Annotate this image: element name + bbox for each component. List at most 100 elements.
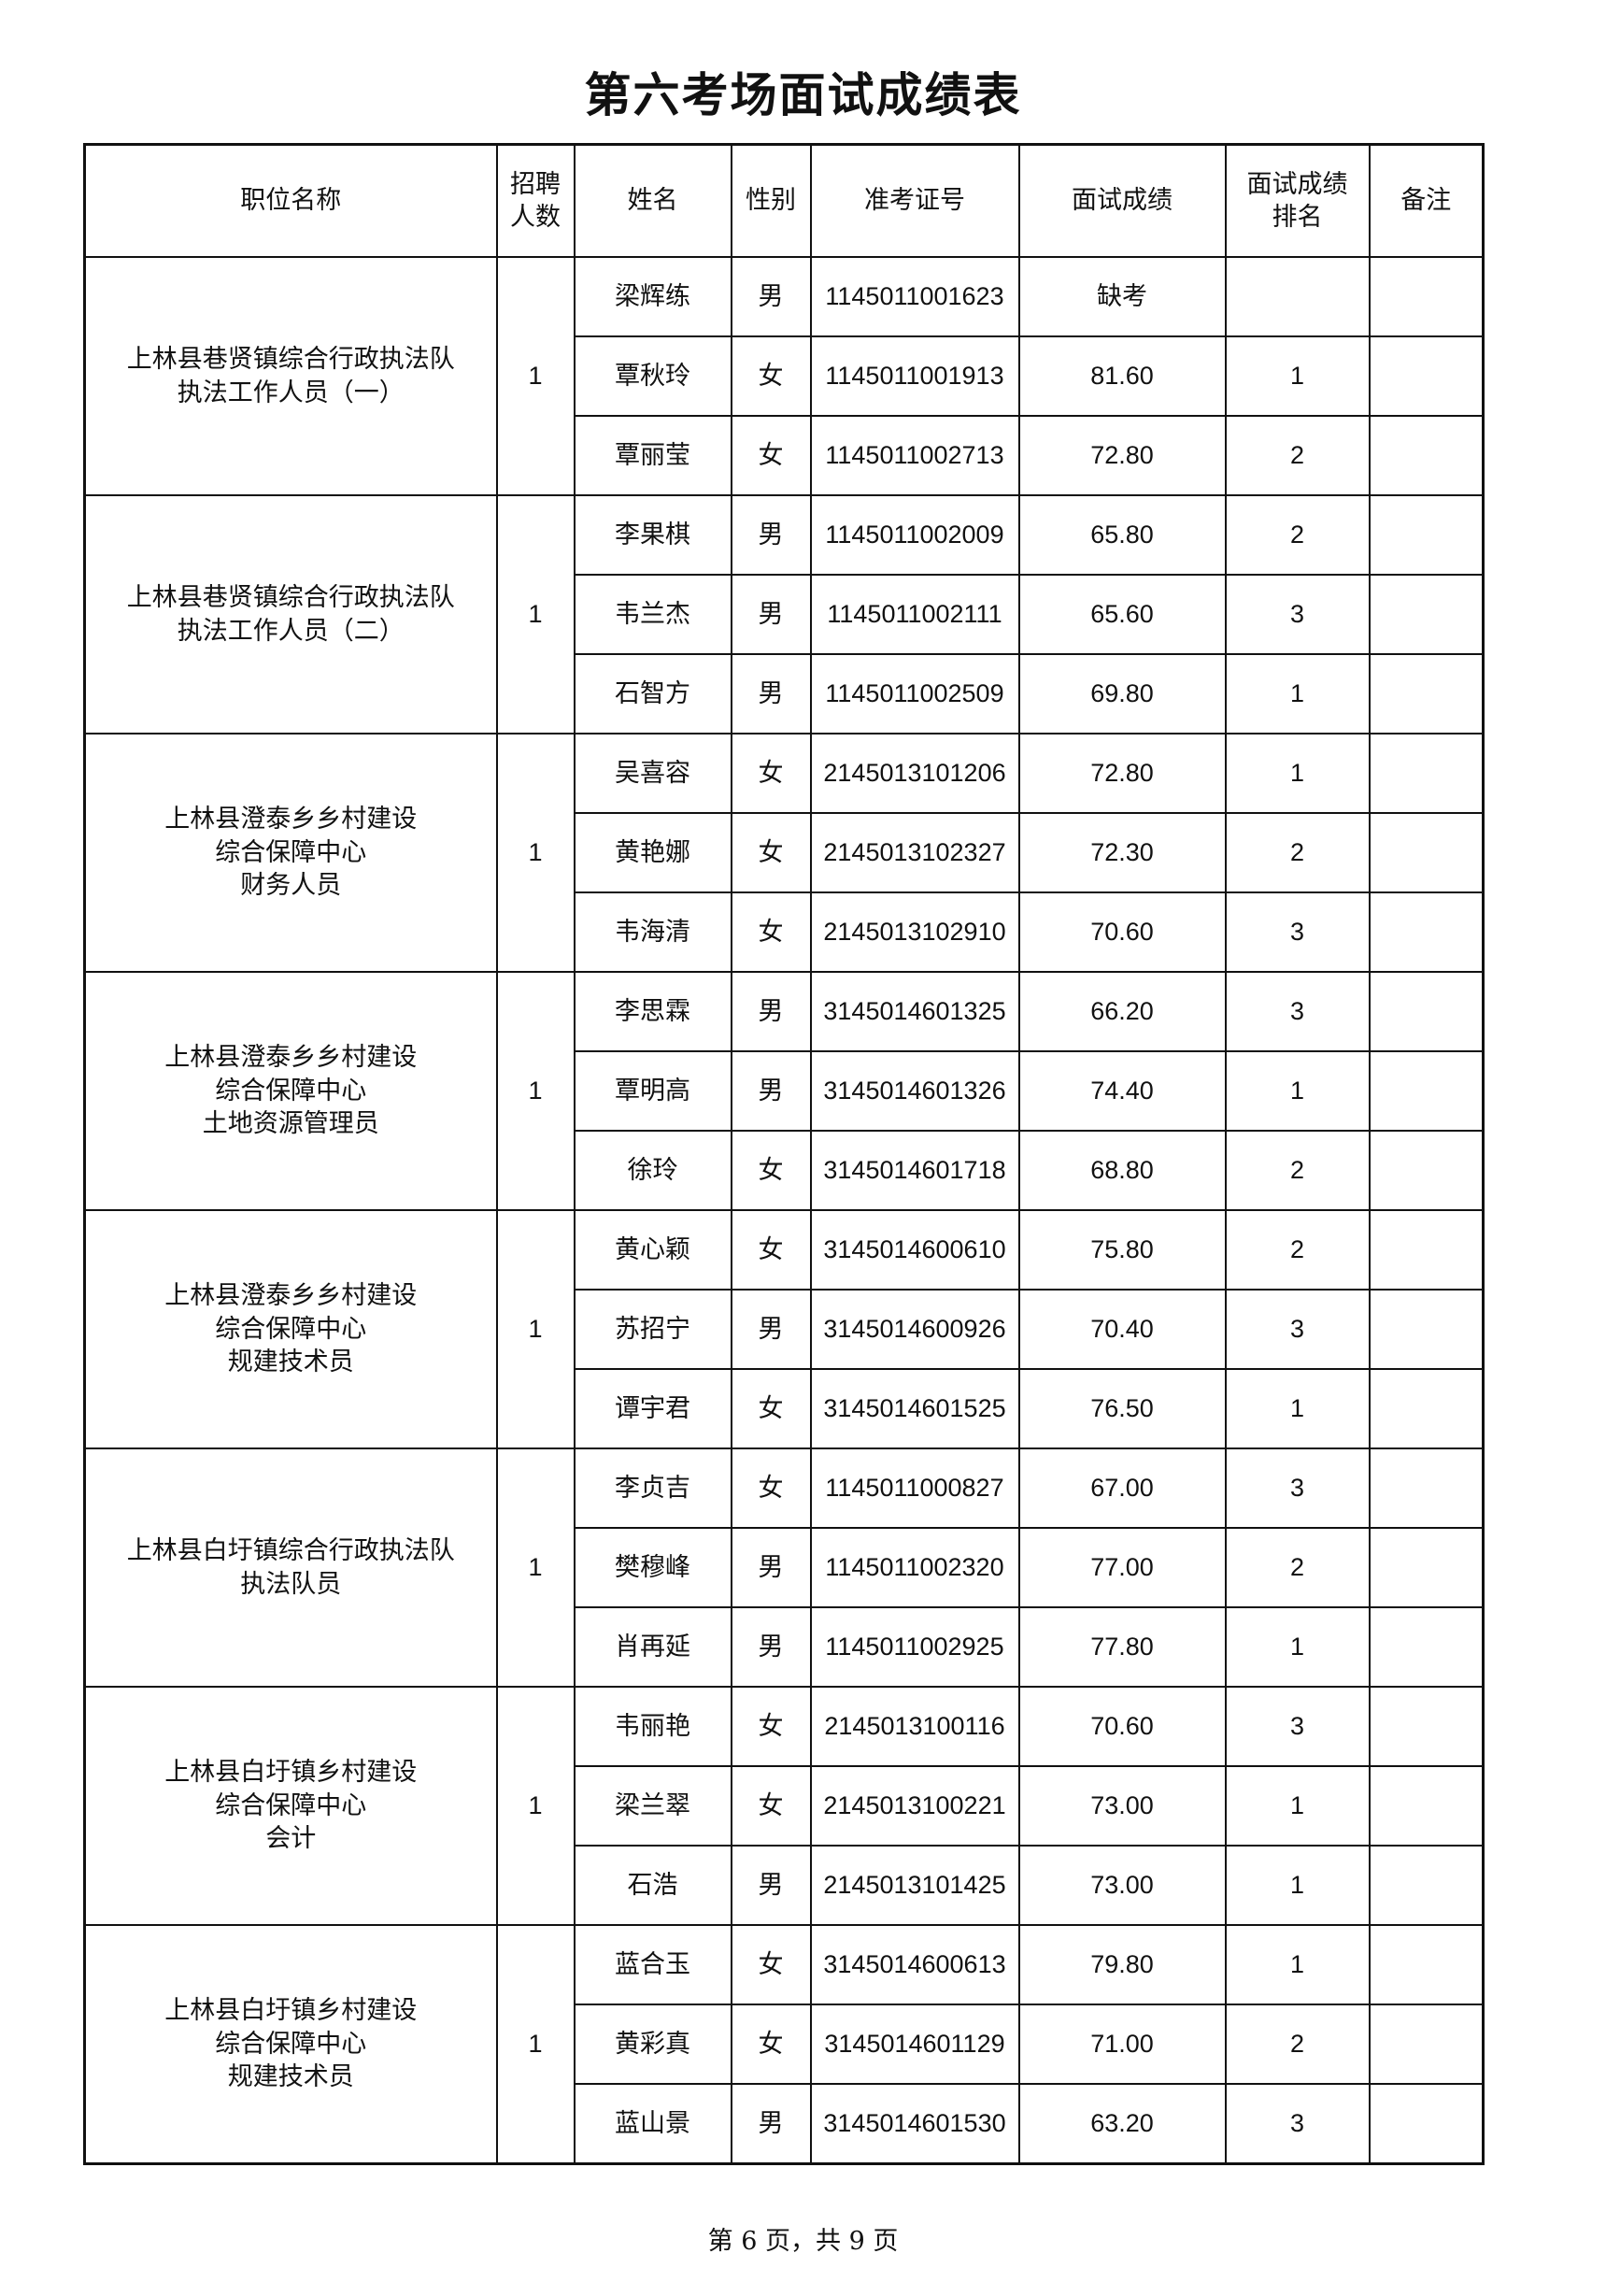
exam-id-cell: 1145011000827 — [809, 1447, 1020, 1529]
quota-cell: 1 — [495, 971, 576, 1211]
name-cell: 覃秋玲 — [573, 335, 732, 417]
gender-cell: 男 — [730, 494, 812, 576]
note-cell — [1368, 335, 1485, 417]
note-cell — [1368, 1130, 1485, 1211]
exam-id-cell: 3145014601718 — [809, 1130, 1020, 1211]
header-row: 职位名称 招聘人数 姓名 性别 准考证号 面试成绩 面试成绩排名 备注 — [83, 143, 1485, 258]
gender-cell: 女 — [730, 1924, 812, 2005]
rank-cell: 1 — [1224, 733, 1371, 814]
header-position: 职位名称 — [83, 143, 498, 258]
exam-id-cell: 1145011002111 — [809, 574, 1020, 655]
gender-cell: 女 — [730, 891, 812, 973]
table-row: 肖再延男 1145011002925 77.80 1 — [85, 1606, 1485, 1688]
gender-cell: 男 — [730, 574, 812, 655]
name-cell: 梁兰翠 — [573, 1765, 732, 1847]
rank-cell: 3 — [1224, 971, 1371, 1052]
note-cell — [1368, 1368, 1485, 1449]
position-cell: 上林县巷贤镇综合行政执法队 执法工作人员（一） — [83, 256, 498, 496]
gender-cell: 男 — [730, 1845, 812, 1926]
name-cell: 覃丽莹 — [573, 415, 732, 496]
page-footer: 第 6 页，共 9 页 — [707, 2227, 899, 2256]
rank-cell: 2 — [1224, 2004, 1371, 2085]
table-row: 上林县澄泰乡乡村建设 综合保障中心 土地资源管理员 1 李思霖男 3145014601… — [83, 971, 1485, 1211]
table-row: 上林县澄泰乡乡村建设 综合保障中心 财务人员 1 吴喜容女 2145013101206… — [83, 733, 1485, 973]
score-cell: 79.80 — [1017, 1924, 1227, 2005]
gender-cell: 男 — [730, 256, 812, 337]
position-cell: 上林县白圩镇乡村建设 综合保障中心 会计 — [83, 1686, 498, 1926]
name-cell: 韦海清 — [573, 891, 732, 973]
score-cell: 70.40 — [1017, 1289, 1227, 1370]
quota-cell: 1 — [495, 256, 576, 496]
gender-cell: 女 — [730, 1447, 812, 1529]
rank-cell: 3 — [1224, 1447, 1371, 1529]
exam-id-cell: 1145011002925 — [809, 1606, 1020, 1688]
table-row: 石浩男 2145013101425 73.00 1 — [85, 1845, 1485, 1926]
rank-cell: 1 — [1224, 1368, 1371, 1449]
note-cell — [1368, 415, 1485, 496]
quota-cell: 1 — [495, 1209, 576, 1449]
note-cell — [1368, 1924, 1485, 2005]
header-name: 姓名 — [573, 143, 732, 258]
table-row: 苏招宁男 3145014600926 70.40 3 — [85, 1289, 1485, 1370]
score-cell: 缺考 — [1017, 256, 1227, 337]
gender-cell: 女 — [730, 335, 812, 417]
rank-cell: 2 — [1224, 415, 1371, 496]
header-quota: 招聘人数 — [495, 143, 576, 258]
quota-cell: 1 — [495, 494, 576, 734]
gender-cell: 男 — [730, 1606, 812, 1688]
exam-id-cell: 3145014601326 — [809, 1050, 1020, 1132]
rank-cell: 1 — [1224, 653, 1371, 734]
note-cell — [1368, 971, 1485, 1052]
gender-cell: 男 — [730, 1050, 812, 1132]
rank-cell: 1 — [1224, 1606, 1371, 1688]
note-cell — [1368, 494, 1485, 576]
score-cell: 68.80 — [1017, 1130, 1227, 1211]
note-cell — [1368, 2004, 1485, 2085]
score-cell: 81.60 — [1017, 335, 1227, 417]
rank-cell: 3 — [1224, 1289, 1371, 1370]
score-table: 职位名称 招聘人数 姓名 性别 准考证号 面试成绩 面试成绩排名 备注 上林县巷… — [83, 143, 1485, 2165]
table-row: 石智方男 1145011002509 69.80 1 — [85, 653, 1485, 734]
rank-cell: 2 — [1224, 494, 1371, 576]
exam-id-cell: 3145014601530 — [809, 2083, 1020, 2165]
rank-cell: 1 — [1224, 1765, 1371, 1847]
name-cell: 李贞吉 — [573, 1447, 732, 1529]
note-cell — [1368, 1050, 1485, 1132]
name-cell: 李果棋 — [573, 494, 732, 576]
gender-cell: 男 — [730, 653, 812, 734]
note-cell — [1368, 1765, 1485, 1847]
note-cell — [1368, 812, 1485, 893]
exam-id-cell: 3145014601325 — [809, 971, 1020, 1052]
table-row: 谭宇君女 3145014601525 76.50 1 — [85, 1368, 1485, 1449]
name-cell: 黄艳娜 — [573, 812, 732, 893]
table-row: 韦海清女 2145013102910 70.60 3 — [85, 891, 1485, 973]
gender-cell: 女 — [730, 1209, 812, 1291]
gender-cell: 男 — [730, 1527, 812, 1608]
header-exam-id: 准考证号 — [809, 143, 1020, 258]
table-row: 上林县巷贤镇综合行政执法队 执法工作人员（一） 1 梁辉练男 114501100162… — [83, 256, 1485, 496]
name-cell: 谭宇君 — [573, 1368, 732, 1449]
score-cell: 67.00 — [1017, 1447, 1227, 1529]
table-row: 黄彩真女 3145014601129 71.00 2 — [85, 2004, 1485, 2085]
exam-id-cell: 3145014601129 — [809, 2004, 1020, 2085]
position-cell: 上林县白圩镇综合行政执法队 执法队员 — [83, 1447, 498, 1688]
score-cell: 75.80 — [1017, 1209, 1227, 1291]
rank-cell — [1224, 256, 1371, 337]
score-cell: 72.80 — [1017, 415, 1227, 496]
score-cell: 77.00 — [1017, 1527, 1227, 1608]
table-row: 覃丽莹女 1145011002713 72.80 2 — [85, 415, 1485, 496]
exam-id-cell: 3145014601525 — [809, 1368, 1020, 1449]
name-cell: 黄彩真 — [573, 2004, 732, 2085]
exam-id-cell: 3145014600613 — [809, 1924, 1020, 2005]
gender-cell: 女 — [730, 733, 812, 814]
score-cell: 73.00 — [1017, 1765, 1227, 1847]
exam-id-cell: 1145011002009 — [809, 494, 1020, 576]
name-cell: 樊穆峰 — [573, 1527, 732, 1608]
exam-id-cell: 2145013102910 — [809, 891, 1020, 973]
score-cell: 69.80 — [1017, 653, 1227, 734]
rank-cell: 1 — [1224, 1924, 1371, 2005]
rank-cell: 1 — [1224, 1050, 1371, 1132]
quota-cell: 1 — [495, 1686, 576, 1926]
rank-cell: 3 — [1224, 2083, 1371, 2165]
table-row: 上林县白圩镇乡村建设 综合保障中心 规建技术员 1 蓝合玉女 314501460061… — [83, 1924, 1485, 2165]
